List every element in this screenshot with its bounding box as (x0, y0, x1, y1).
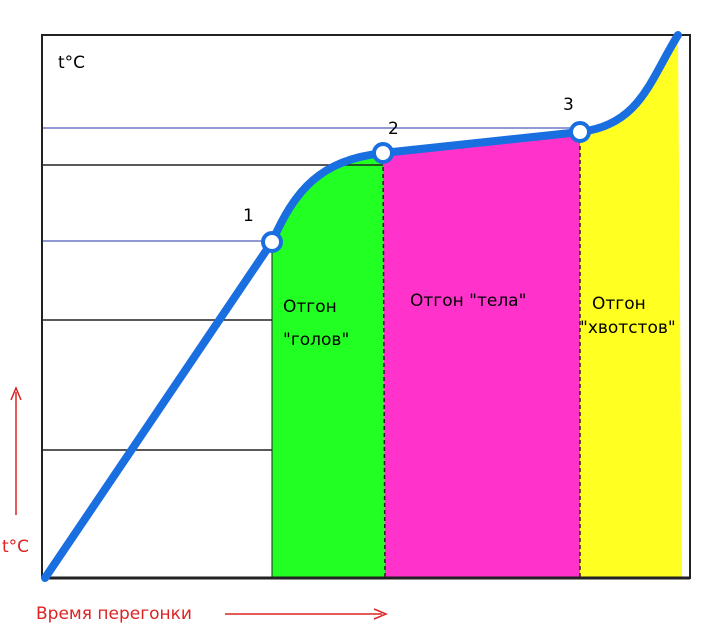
region-label: "голов" (283, 330, 349, 350)
point-label: 1 (243, 206, 254, 226)
body-region (383, 132, 580, 578)
y-label: t°C (58, 53, 85, 73)
heads-region (272, 153, 385, 578)
region-label: "хвотстов" (580, 318, 676, 338)
region-label: Отгон (592, 294, 646, 314)
arrow-head (373, 608, 388, 620)
x-arrow-label: Время перегонки (36, 604, 192, 624)
point-marker (261, 231, 283, 253)
region-label: Отгон (283, 297, 337, 317)
region-label: Отгон "тела" (410, 291, 526, 311)
point-label: 3 (563, 95, 574, 115)
arrow-head (10, 386, 22, 401)
divider (382, 152, 386, 579)
y-arrow-label: t°C (2, 537, 29, 557)
point-label: 2 (388, 119, 399, 139)
point-marker (372, 142, 394, 164)
tails-region (580, 35, 682, 578)
point-marker (569, 121, 591, 143)
